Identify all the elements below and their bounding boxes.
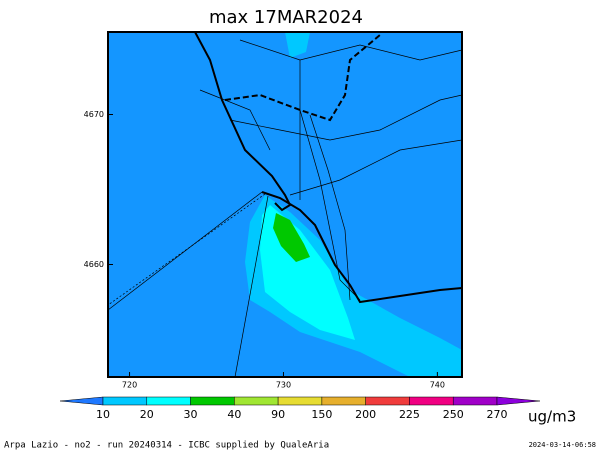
map-frame [107, 31, 463, 378]
x-tick-label: 730 [276, 381, 291, 390]
y-tick-label: 4670 [84, 110, 104, 119]
colorbar-label: 90 [271, 408, 285, 421]
y-tick-label: 4660 [84, 260, 104, 269]
plume-core [273, 213, 310, 262]
colorbar-segment [277, 396, 323, 406]
colorbar: 10 20 30 40 90 150 200 225 250 270 [59, 396, 541, 421]
colorbar-label: 150 [311, 408, 332, 421]
colorbar-segment [146, 396, 191, 406]
colorbar-segment [102, 396, 148, 406]
colorbar-segment [234, 396, 279, 406]
colorbar-label: 30 [184, 408, 198, 421]
footer-credit: Arpa Lazio - no2 - run 20240314 - ICBC s… [4, 441, 329, 450]
coastline [261, 191, 463, 304]
colorbar-label: 250 [443, 408, 464, 421]
colorbar-segment [321, 396, 366, 406]
colorbar-segment [190, 396, 235, 406]
colorbar-low [59, 396, 104, 406]
roads [107, 39, 463, 378]
x-tick-label: 720 [122, 381, 137, 390]
colorbar-label: 270 [487, 408, 508, 421]
colorbar-segment [365, 396, 410, 406]
colorbar-unit: ug/m3 [528, 408, 576, 426]
province-border [224, 34, 381, 122]
region-border [194, 31, 292, 212]
colorbar-high [496, 396, 541, 406]
colorbar-label: 20 [140, 408, 154, 421]
map [107, 31, 463, 378]
footer-timestamp: 2024-03-14-06:58 [529, 441, 596, 449]
colorbar-label: 10 [96, 408, 110, 421]
colorbar-label: 40 [227, 408, 241, 421]
x-tick-label: 740 [430, 381, 445, 390]
colorbar-segment [452, 396, 498, 406]
colorbar-label: 225 [399, 408, 420, 421]
title: max 17MAR2024 [209, 7, 363, 28]
colorbar-segment [409, 396, 454, 406]
colorbar-label: 200 [355, 408, 376, 421]
plume-north [285, 32, 310, 58]
